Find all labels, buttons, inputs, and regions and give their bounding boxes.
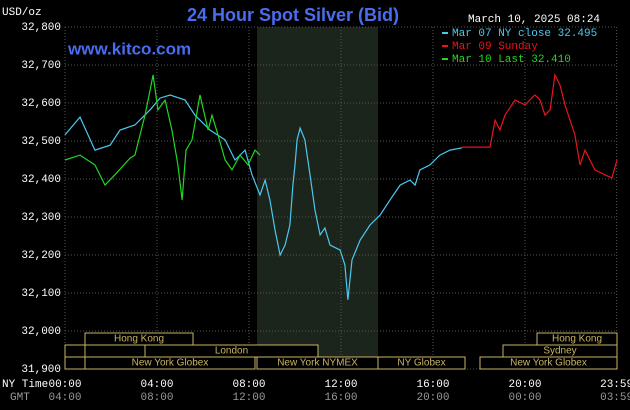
x-tick-label: 16:00 [416, 379, 449, 391]
legend-label: Mar 10 Last 32.410 [452, 54, 571, 66]
session-label: Hong Kong [114, 334, 164, 345]
x2-axis-label: GMT [10, 392, 30, 404]
chart-title: 24 Hour Spot Silver (Bid) [187, 5, 399, 25]
legend-label: Mar 09 Sunday [452, 41, 538, 53]
y-tick-label: 32,700 [21, 60, 61, 72]
gmt-tick-label: 08:00 [140, 392, 173, 404]
session-box [377, 356, 466, 370]
session-box [84, 332, 194, 346]
lines [64, 72, 618, 300]
session-box [84, 356, 256, 370]
series-line [64, 94, 463, 300]
session-label: Hong Kong [552, 334, 602, 345]
legend-label: Mar 07 NY close 32.495 [452, 28, 597, 40]
x-tick-label: 23:59 [600, 379, 630, 391]
gmt-tick-label: 03:59 [600, 392, 630, 404]
gmt-tick-label: 12:00 [232, 392, 265, 404]
session-label: New York Globex [510, 358, 587, 369]
shaded-session [257, 27, 378, 369]
session-label: New York NYMEX [277, 358, 358, 369]
series-line [462, 72, 618, 179]
y-tick-label: 31,900 [21, 364, 61, 376]
unit-label: USD/oz [2, 7, 42, 19]
session-label: New York Globex [132, 358, 209, 369]
y-tick-label: 32,600 [21, 98, 61, 110]
x-tick-label: 12:00 [324, 379, 357, 391]
gmt-tick-label: 16:00 [324, 392, 357, 404]
website: www.kitco.com [67, 39, 191, 58]
session-label: NY Globex [397, 358, 445, 369]
timestamp: March 10, 2025 08:24 [468, 14, 600, 26]
gmt-tick-label: 20:00 [416, 392, 449, 404]
session-box [479, 356, 618, 370]
series-line [64, 74, 261, 200]
gmt-tick-label: 04:00 [48, 392, 81, 404]
y-tick-label: 32,400 [21, 174, 61, 186]
gmt-tick-label: 00:00 [508, 392, 541, 404]
session-label: Sydney [543, 346, 576, 357]
y-tick-label: 32,500 [21, 136, 61, 148]
session-box [64, 356, 86, 370]
x-tick-label: 04:00 [140, 379, 173, 391]
session-box [64, 344, 86, 358]
x-tick-label: 20:00 [508, 379, 541, 391]
session-label: London [215, 346, 248, 357]
y-tick-label: 32,200 [21, 250, 61, 262]
y-tick-label: 32,300 [21, 212, 61, 224]
y-tick-label: 32,000 [21, 326, 61, 338]
x-axis-label: NY Time [2, 379, 48, 391]
x-tick-label: 00:00 [48, 379, 81, 391]
y-tick-label: 32,100 [21, 288, 61, 300]
y-tick-label: 32,800 [21, 22, 61, 34]
x-tick-label: 08:00 [232, 379, 265, 391]
